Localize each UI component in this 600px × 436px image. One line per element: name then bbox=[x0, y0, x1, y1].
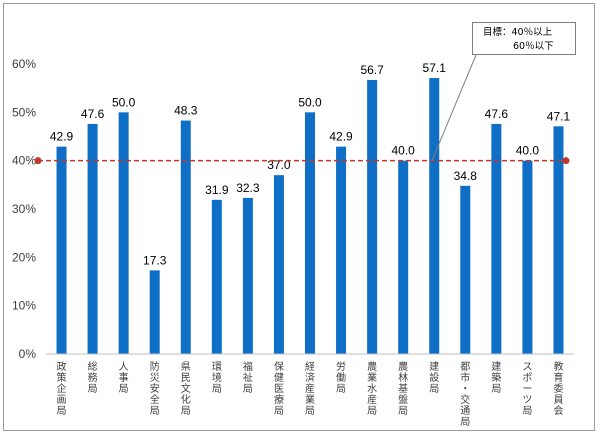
y-tick-label: 10% bbox=[12, 299, 36, 313]
category-label: 環境局 bbox=[212, 361, 222, 395]
data-label: 32.3 bbox=[236, 181, 260, 195]
category-label: 人事局 bbox=[119, 361, 129, 395]
category-label: 都市・交通局 bbox=[460, 361, 470, 428]
bar bbox=[273, 175, 284, 354]
category-label: 防災安全局 bbox=[150, 360, 160, 417]
data-label: 47.6 bbox=[81, 107, 105, 121]
data-label: 57.1 bbox=[423, 61, 447, 75]
bar bbox=[553, 126, 564, 354]
y-tick-label: 50% bbox=[12, 105, 36, 119]
bar bbox=[180, 120, 191, 354]
data-label: 40.0 bbox=[516, 144, 540, 158]
category-label: 県民文化局 bbox=[181, 361, 191, 417]
target-annotation-line2: 60％以下 bbox=[513, 41, 554, 52]
data-label: 50.0 bbox=[112, 95, 136, 109]
bar bbox=[242, 197, 253, 354]
data-label: 47.1 bbox=[547, 109, 571, 123]
data-label: 17.3 bbox=[143, 253, 167, 267]
bar bbox=[305, 112, 315, 354]
category-label: 経済産業局 bbox=[305, 360, 315, 417]
bar bbox=[522, 160, 533, 354]
category-label: スポーツ局 bbox=[522, 362, 532, 417]
bar bbox=[491, 123, 502, 354]
category-label: 総務局 bbox=[88, 360, 98, 395]
category-label: 農林基盤局 bbox=[398, 360, 408, 417]
data-label: 37.0 bbox=[267, 158, 291, 172]
bar bbox=[87, 123, 98, 354]
data-label: 34.8 bbox=[454, 169, 478, 183]
bar bbox=[149, 270, 160, 354]
category-label: 政策企画局 bbox=[57, 360, 67, 417]
category-label: 保健医療局 bbox=[274, 360, 284, 417]
data-label: 40.0 bbox=[391, 144, 415, 158]
bar bbox=[460, 185, 471, 354]
category-label: 建築局 bbox=[491, 360, 501, 395]
category-label: 労働局 bbox=[336, 360, 346, 395]
bar bbox=[429, 78, 440, 355]
category-label: 教育委員会 bbox=[553, 360, 563, 417]
category-label: 福祉局 bbox=[243, 360, 253, 395]
data-label: 42.9 bbox=[329, 130, 353, 144]
category-label: 農業水産局 bbox=[367, 360, 377, 417]
data-label: 42.9 bbox=[50, 130, 74, 144]
bar bbox=[336, 146, 347, 354]
bar bbox=[211, 199, 222, 354]
bar bbox=[398, 160, 409, 354]
bar bbox=[118, 112, 129, 354]
y-tick-label: 60% bbox=[12, 57, 36, 71]
bar bbox=[367, 79, 378, 354]
reference-line-start-marker bbox=[34, 157, 42, 165]
category-label: 建設局 bbox=[429, 360, 439, 395]
data-label: 47.6 bbox=[485, 107, 509, 121]
bar bbox=[56, 146, 67, 354]
data-label: 56.7 bbox=[360, 63, 384, 77]
data-label: 31.9 bbox=[205, 183, 229, 197]
target-annotation: 目標：40％以上 60％以下 bbox=[472, 22, 576, 55]
target-annotation-line1: 目標：40％以上 bbox=[483, 27, 553, 38]
annotation-leader-line bbox=[431, 54, 477, 161]
y-tick-label: 30% bbox=[12, 202, 36, 216]
y-tick-label: 40% bbox=[12, 154, 36, 168]
y-tick-label: 0% bbox=[19, 347, 37, 361]
data-label: 50.0 bbox=[298, 95, 322, 109]
data-label: 48.3 bbox=[174, 104, 198, 118]
y-tick-label: 20% bbox=[12, 250, 36, 264]
reference-line-end-marker bbox=[562, 157, 570, 165]
